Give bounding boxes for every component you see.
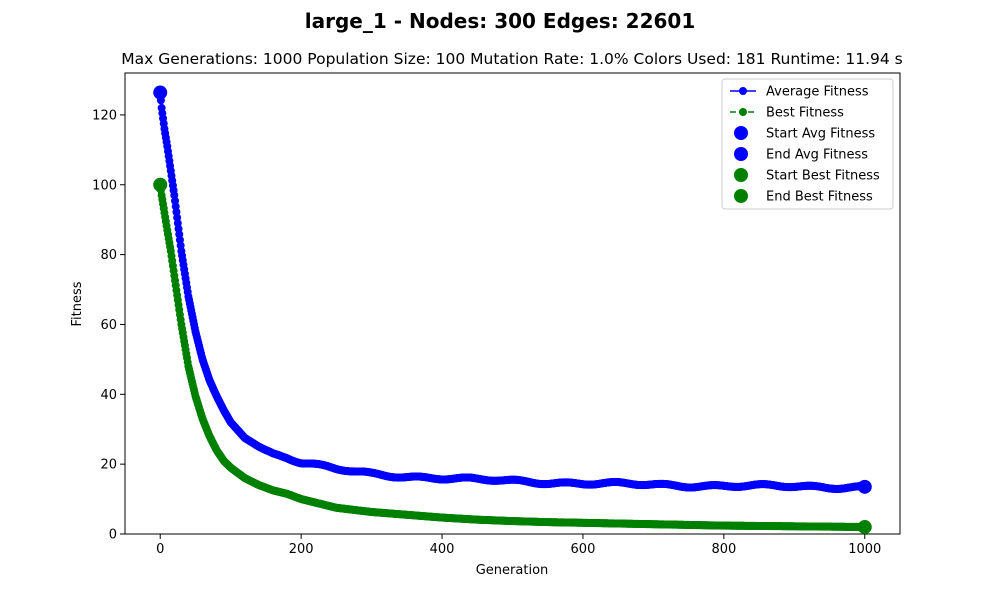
x-tick-label: 0: [156, 542, 164, 557]
y-tick-label: 100: [92, 178, 117, 193]
legend-marker: [734, 189, 748, 203]
legend-label: End Avg Fitness: [766, 148, 868, 163]
x-tick-label: 200: [289, 542, 314, 557]
series-best-fitness: [156, 180, 869, 532]
legend-marker: [734, 168, 748, 182]
chart-title: large_1 - Nodes: 300 Edges: 22601: [305, 9, 695, 33]
y-axis-label: Fitness: [70, 281, 85, 326]
x-tick-label: 600: [571, 542, 596, 557]
series-layer: [156, 88, 869, 532]
x-axis-label: Generation: [476, 563, 549, 578]
legend: Average Fitness Best Fitness Start Avg Fit…: [721, 78, 894, 210]
y-tick-label: 20: [100, 458, 117, 473]
y-tick-label: 80: [100, 248, 117, 263]
legend-marker: [739, 87, 747, 95]
legend-marker: [734, 126, 748, 140]
highlight-points-layer: [153, 85, 872, 535]
legend-marker: [734, 147, 748, 161]
legend-marker: [739, 108, 747, 116]
y-tick-label: 40: [100, 388, 117, 403]
legend-label: Best Fitness: [766, 106, 844, 121]
end-avg-fitness-point: [857, 479, 872, 494]
y-tick-label: 120: [92, 108, 117, 123]
series-line: [159, 184, 865, 528]
legend-label: Average Fitness: [766, 85, 869, 100]
x-tick-label: 400: [430, 542, 455, 557]
start-avg-fitness-point: [153, 85, 168, 100]
y-tick-label: 0: [109, 528, 117, 543]
x-tick-label: 1000: [848, 542, 881, 557]
x-axis-ticks: 0 200 400 600 800 1000: [156, 534, 881, 557]
end-best-fitness-point: [857, 520, 872, 535]
x-tick-label: 800: [711, 542, 736, 557]
y-axis-ticks: 0 20 40 60 80 100 120: [92, 108, 125, 543]
legend-label: Start Best Fitness: [766, 169, 880, 184]
plot-area-frame: [124, 72, 901, 535]
legend-label: End Best Fitness: [766, 190, 873, 205]
y-tick-label: 60: [100, 318, 117, 333]
legend-label: Start Avg Fitness: [766, 127, 875, 142]
chart-subtitle: Max Generations: 1000 Population Size: 1…: [121, 50, 902, 68]
series-average-fitness: [156, 88, 869, 493]
legend-box: [721, 78, 894, 210]
start-best-fitness-point: [153, 177, 168, 192]
legend-items: Average Fitness Best Fitness Start Avg Fit…: [730, 85, 880, 205]
